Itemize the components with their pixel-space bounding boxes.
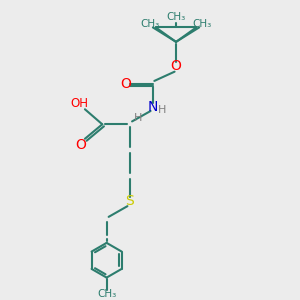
Text: OH: OH [70,97,88,110]
Text: H: H [158,105,166,115]
Text: CH₃: CH₃ [192,19,212,29]
Text: S: S [125,194,134,208]
Text: N: N [148,100,158,114]
Text: O: O [171,59,182,74]
Text: CH₃: CH₃ [97,290,116,299]
Text: O: O [75,138,86,152]
Text: CH₃: CH₃ [140,19,160,29]
Text: H: H [134,113,142,123]
Text: O: O [120,77,131,91]
Text: CH₃: CH₃ [167,12,186,22]
